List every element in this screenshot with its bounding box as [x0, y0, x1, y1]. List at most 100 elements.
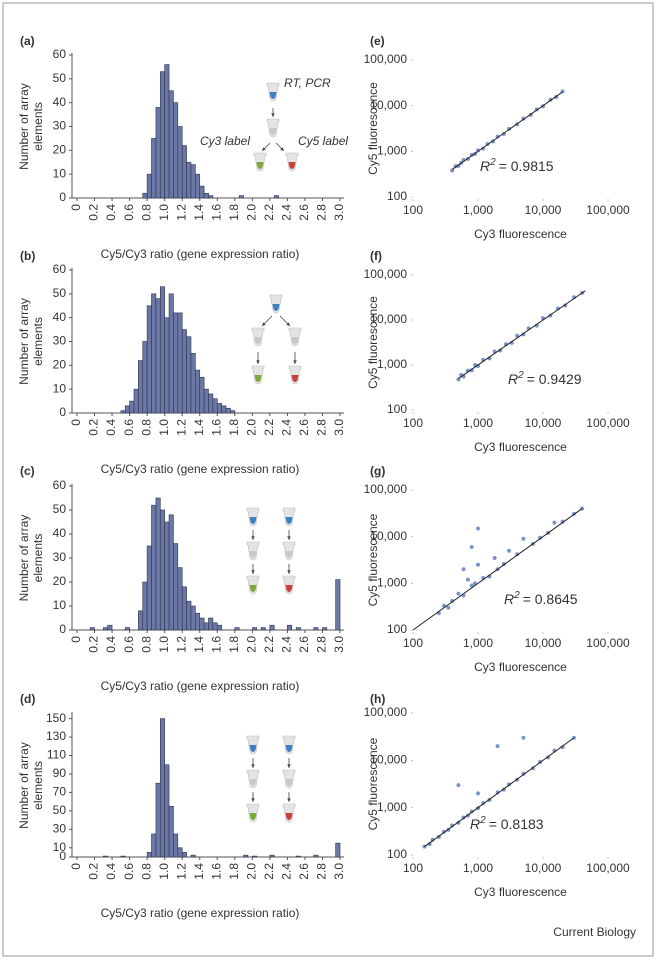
point [469, 368, 474, 373]
point [450, 168, 455, 173]
arrow-head [287, 536, 291, 540]
y-tick-label: 0 [59, 622, 66, 636]
bar [155, 782, 161, 858]
tube-liquid [249, 585, 257, 592]
point [476, 791, 480, 796]
point [430, 837, 435, 842]
x-tick-label: 2.2 [262, 863, 276, 880]
x-tick-label: 0 [69, 204, 83, 211]
point [469, 545, 474, 550]
tube-liquid [256, 162, 264, 169]
bar [181, 852, 187, 858]
bar [199, 617, 205, 631]
bar [216, 624, 222, 631]
annotation: Cy3 label [200, 134, 250, 148]
x-tick-label: 100 [403, 636, 423, 650]
bar [124, 405, 130, 414]
x-tick-label: 3.0 [332, 636, 346, 653]
x-tick-label: 1.6 [209, 863, 223, 880]
x-tick-label: 100,000 [586, 861, 630, 875]
y-tick-label: 1,000 [377, 800, 407, 814]
arrow-head [262, 322, 266, 326]
x-tick-label: 2.6 [297, 863, 311, 880]
x-tick-label: 2.0 [245, 863, 259, 880]
x-tick-label: 100,000 [586, 636, 630, 650]
point [476, 148, 480, 153]
arrow-head [251, 764, 255, 768]
bar [173, 833, 179, 858]
arrow-head [271, 113, 275, 117]
x-axis-label: Cy5/Cy3 ratio (gene expression ratio) [101, 462, 300, 476]
y-tick-label: 0 [59, 190, 66, 204]
y-tick-label: 50 [53, 71, 67, 85]
x-axis-label: Cy3 fluorescence [474, 227, 567, 241]
bar [203, 192, 209, 199]
y-tick-label: 0 [59, 405, 66, 419]
y-tick-label: 110 [47, 748, 66, 762]
point [456, 783, 461, 788]
x-tick-label: 0 [69, 419, 83, 426]
bar [142, 581, 148, 631]
arrow-head [251, 536, 255, 540]
bar [190, 164, 196, 199]
x-tick-label: 3.0 [332, 863, 346, 880]
bar [212, 398, 218, 414]
bar [190, 353, 196, 414]
bar [230, 410, 236, 414]
y-tick-label: 100,000 [364, 52, 408, 66]
bar [203, 388, 209, 414]
point [476, 562, 480, 567]
y-axis-label: elements [31, 534, 45, 583]
point [461, 567, 466, 572]
y-tick-label: 100 [387, 189, 407, 203]
bar [221, 405, 227, 414]
point [507, 548, 512, 553]
panel-label: (h) [370, 692, 385, 706]
r-exponent: 2 [513, 590, 520, 601]
bar [151, 504, 157, 631]
r-symbol: R [504, 591, 514, 607]
x-tick-label: 0.8 [139, 863, 153, 880]
bar [295, 627, 301, 631]
y-tick-label: 60 [53, 262, 67, 276]
y-tick-label: 20 [53, 574, 67, 588]
bar [287, 624, 293, 631]
panel-label: (g) [370, 464, 385, 478]
x-tick-label: 1,000 [463, 416, 493, 430]
x-tick-label: 0.2 [87, 204, 101, 221]
y-axis-label: Cy5 fluorescence [366, 296, 380, 389]
bar [252, 855, 258, 858]
x-tick-label: 0.6 [122, 636, 136, 653]
bar [164, 317, 170, 414]
bar [168, 514, 174, 631]
y-tick-label: 40 [53, 310, 67, 324]
x-tick-label: 1.8 [227, 863, 241, 880]
point [469, 583, 474, 588]
bar [335, 842, 341, 858]
x-tick-label: 1.4 [192, 419, 206, 436]
point [552, 520, 557, 525]
x-tick-label: 2.4 [280, 636, 294, 653]
y-tick-label: 40 [53, 526, 67, 540]
bar [159, 71, 165, 199]
panel-label: (e) [370, 34, 385, 48]
x-tick-label: 0.2 [87, 636, 101, 653]
x-tick-label: 0.8 [139, 204, 153, 221]
panel-label: (a) [20, 34, 35, 48]
bar [186, 600, 192, 631]
point [495, 790, 500, 795]
y-tick-label: 1,000 [377, 144, 407, 158]
x-tick-label: 2.4 [280, 863, 294, 880]
x-tick-label: 1,000 [463, 861, 493, 875]
point [450, 823, 455, 828]
bar [138, 610, 144, 631]
fit-line [451, 91, 563, 170]
bar [199, 185, 205, 199]
y-axis-label: Cy5 fluorescence [366, 82, 380, 175]
x-tick-label: 2.0 [245, 204, 259, 221]
tube-liquid [285, 517, 293, 524]
bar [168, 805, 174, 858]
x-tick-label: 2.0 [245, 636, 259, 653]
bar [216, 403, 222, 414]
